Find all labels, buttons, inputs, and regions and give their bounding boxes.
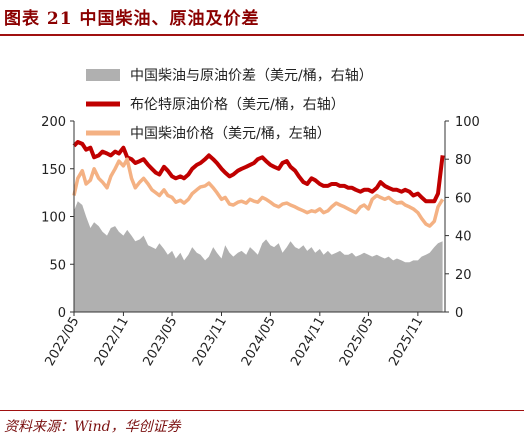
y-right-tick-label: 20 — [455, 268, 472, 283]
series-area-spread — [74, 201, 443, 312]
figure-title: 图表 21 中国柴油、原油及价差 — [4, 9, 260, 29]
series-line-china-diesel — [72, 157, 445, 228]
y-right-tick-label: 80 — [455, 153, 472, 168]
x-tick-label: 2024/05 — [239, 315, 279, 369]
y-left-tick-label: 200 — [41, 115, 66, 130]
plot-area — [72, 140, 445, 312]
x-tick-label: 2023/11 — [190, 315, 230, 369]
y-left-tick-label: 0 — [58, 306, 66, 321]
y-left-tick-label: 100 — [41, 211, 66, 226]
x-tick-label: 2022/05 — [42, 315, 82, 369]
x-tick-label: 2024/11 — [288, 315, 328, 369]
x-tick-label: 2025/05 — [337, 315, 377, 369]
legend: 中国柴油与原油价差（美元/桶，右轴） 布伦特原油价格（美元/桶，右轴） 中国柴油… — [86, 68, 373, 142]
y-right-tick-label: 60 — [455, 191, 472, 206]
source-divider — [0, 410, 524, 411]
y-right-tick-label: 100 — [455, 115, 480, 130]
legend-swatch-spread — [86, 69, 120, 81]
x-tick-label: 2025/11 — [386, 315, 426, 369]
title-divider — [0, 34, 524, 36]
x-tick-label: 2023/05 — [141, 315, 181, 369]
chart: 中国柴油与原油价差（美元/桶，右轴） 布伦特原油价格（美元/桶，右轴） 中国柴油… — [41, 68, 480, 369]
legend-label-spread: 中国柴油与原油价差（美元/桶，右轴） — [130, 68, 373, 84]
legend-label-brent: 布伦特原油价格（美元/桶，右轴） — [130, 97, 345, 113]
y-right-tick-label: 0 — [455, 306, 463, 321]
x-tick-label: 2022/11 — [92, 315, 132, 369]
source-note: 资料来源：Wind，华创证券 — [4, 419, 181, 435]
y-left-tick-label: 50 — [49, 258, 66, 273]
y-right-tick-label: 40 — [455, 230, 472, 245]
y-left-tick-label: 150 — [41, 163, 66, 178]
legend-label-china: 中国柴油价格（美元/桶，左轴） — [130, 126, 331, 142]
series-line-brent — [72, 140, 445, 204]
